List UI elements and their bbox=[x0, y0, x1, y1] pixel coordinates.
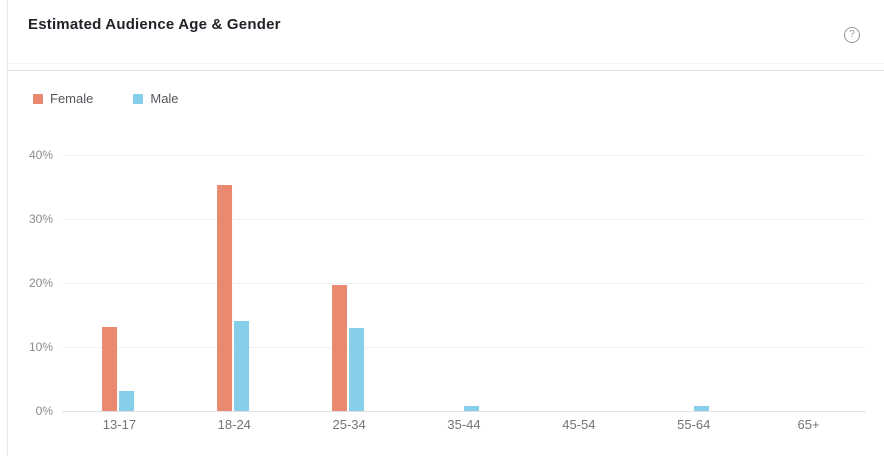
gridline bbox=[62, 347, 866, 348]
male-bar-13-17[interactable] bbox=[119, 391, 135, 411]
section-divider bbox=[8, 70, 884, 71]
plot-area bbox=[62, 155, 866, 412]
male-bar-18-24[interactable] bbox=[234, 321, 250, 411]
y-tick-label: 10% bbox=[28, 340, 53, 354]
x-tick-label: 65+ bbox=[797, 417, 820, 432]
bar-group-65+ bbox=[751, 155, 866, 411]
legend-item-male[interactable]: Male bbox=[133, 91, 179, 106]
male-bar-55-64[interactable] bbox=[693, 406, 709, 411]
bar-group-45-54 bbox=[521, 155, 636, 411]
bar-group-18-24 bbox=[177, 155, 292, 411]
female-bar-18-24[interactable] bbox=[217, 185, 233, 411]
x-tick-label: 35-44 bbox=[447, 417, 481, 432]
legend-label: Female bbox=[50, 91, 94, 106]
x-tick-label: 25-34 bbox=[332, 417, 366, 432]
card-header: Estimated Audience Age & Gender ? bbox=[8, 0, 884, 63]
legend-item-female[interactable]: Female bbox=[33, 91, 93, 106]
male-bar-25-34[interactable] bbox=[349, 328, 365, 411]
y-tick-label: 30% bbox=[28, 212, 53, 226]
help-icon[interactable]: ? bbox=[844, 27, 860, 43]
x-axis-line bbox=[62, 411, 866, 412]
y-tick-label: 0% bbox=[35, 404, 53, 418]
bar-group-35-44 bbox=[407, 155, 522, 411]
bars-layer bbox=[62, 155, 866, 411]
x-tick-label: 45-54 bbox=[562, 417, 596, 432]
bar-group-25-34 bbox=[292, 155, 407, 411]
panel-left-border bbox=[7, 0, 8, 456]
bar-group-55-64 bbox=[636, 155, 751, 411]
header-divider bbox=[8, 63, 884, 64]
x-axis-labels: 13-17 18-24 25-34 35-44 45-54 55-64 65+ bbox=[62, 417, 866, 432]
female-bar-13-17[interactable] bbox=[102, 327, 118, 411]
x-tick-label: 18-24 bbox=[217, 417, 251, 432]
gridline bbox=[62, 155, 866, 156]
legend-swatch bbox=[133, 93, 144, 104]
age-gender-chart: 40% 30% 20% 10% 0% 13-17 18-24 25-34 35-44 45-54… bbox=[0, 148, 884, 455]
x-tick-label: 13-17 bbox=[102, 417, 137, 432]
gridline bbox=[62, 219, 866, 220]
female-bar-25-34[interactable] bbox=[332, 285, 348, 411]
bar-group-13-17 bbox=[62, 155, 177, 411]
page-title: Estimated Audience Age & Gender bbox=[28, 16, 281, 33]
legend: Female Male bbox=[33, 91, 179, 106]
y-tick-label: 20% bbox=[28, 276, 53, 290]
legend-swatch bbox=[33, 93, 43, 104]
gridline bbox=[62, 283, 866, 284]
male-bar-35-44[interactable] bbox=[464, 406, 480, 411]
x-tick-label: 55-64 bbox=[677, 417, 711, 432]
help-icon-glyph: ? bbox=[849, 29, 855, 40]
y-tick-label: 40% bbox=[28, 148, 53, 162]
legend-label: Male bbox=[150, 91, 179, 106]
